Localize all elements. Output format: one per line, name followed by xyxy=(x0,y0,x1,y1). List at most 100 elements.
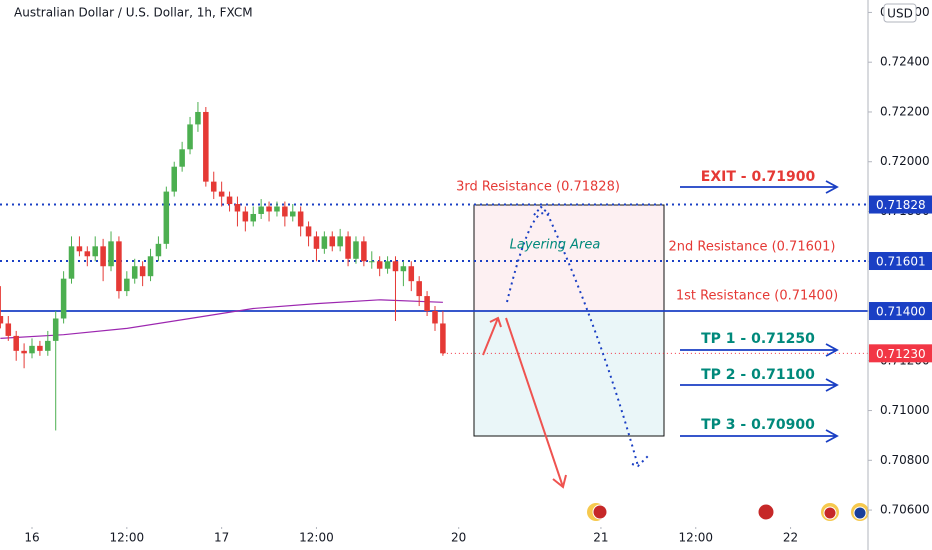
y-tick-label: 0.72400 xyxy=(880,55,930,69)
arrow xyxy=(680,429,839,443)
candle-body xyxy=(274,206,280,212)
candle-body xyxy=(76,246,83,252)
candle-body xyxy=(60,278,67,319)
candle-body xyxy=(337,236,343,247)
candle-body xyxy=(5,323,12,336)
candle-body xyxy=(376,261,383,269)
currency-box xyxy=(883,3,917,23)
x-tick-label: 16 xyxy=(24,531,39,545)
candle-body xyxy=(234,204,241,212)
target-arrows xyxy=(680,180,839,443)
candle-body xyxy=(266,206,272,212)
candle-body xyxy=(400,266,407,272)
candle-body xyxy=(29,345,35,354)
candle-body xyxy=(171,166,177,192)
arrow xyxy=(680,343,839,357)
candle-body xyxy=(100,246,106,267)
y-tick-label: 0.71000 xyxy=(880,403,930,417)
resistance-box xyxy=(473,204,665,312)
exit-label: EXIT - 0.71900 xyxy=(701,169,816,185)
candle-body xyxy=(195,111,201,125)
x-tick-label: 12:00 xyxy=(678,531,713,545)
y-tick-label: 0.70600 xyxy=(880,503,930,517)
price-tag xyxy=(869,195,932,214)
y-tick-label: 0.70800 xyxy=(880,453,930,467)
candle-body xyxy=(124,278,130,292)
arrow xyxy=(680,378,839,392)
price-tag-label: 0.71230 xyxy=(876,347,926,361)
candle-body xyxy=(258,206,264,214)
candle-body xyxy=(289,211,296,217)
candle-body xyxy=(155,243,162,257)
candle-body xyxy=(345,236,351,259)
candle-body xyxy=(92,246,98,257)
candle-body xyxy=(226,196,233,205)
candle-body xyxy=(108,241,114,267)
event-icon xyxy=(853,506,867,520)
price-tag-label: 0.71601 xyxy=(876,255,926,269)
candle-body xyxy=(0,315,4,324)
red-arrow-up xyxy=(482,316,502,356)
x-tick-label: 17 xyxy=(214,531,229,545)
price-tag xyxy=(869,252,932,271)
candle-body xyxy=(416,281,422,297)
candle-body xyxy=(13,335,19,351)
candle-body xyxy=(37,345,43,351)
candle-body xyxy=(313,236,320,249)
x-tick-label: 22 xyxy=(783,531,798,545)
candle-body xyxy=(424,296,430,312)
x-tick-label: 21 xyxy=(593,531,608,545)
candle-body xyxy=(147,256,154,277)
event-icon xyxy=(823,506,837,520)
candle-body xyxy=(432,311,438,324)
candle-body xyxy=(84,251,91,257)
price-tag xyxy=(869,302,932,321)
annotation: 3rd Resistance (0.71828) xyxy=(456,180,620,195)
x-tick-label: 20 xyxy=(451,531,466,545)
candle-body xyxy=(329,236,336,247)
candle-body xyxy=(305,226,312,237)
chart-title: Australian Dollar / U.S. Dollar, 1h, FXC… xyxy=(14,6,253,20)
event-icon xyxy=(757,503,775,521)
candle-body xyxy=(297,211,304,227)
candle-body xyxy=(250,213,257,222)
event-icon xyxy=(592,504,608,520)
candle-body xyxy=(242,211,249,222)
candle-body xyxy=(21,350,27,354)
candle-body xyxy=(408,266,415,282)
annotation: 1st Resistance (0.71400) xyxy=(676,289,838,304)
y-tick-label: 0.72200 xyxy=(880,104,930,118)
candle-body xyxy=(116,241,122,292)
candle-body xyxy=(321,236,328,249)
arrow xyxy=(680,180,839,194)
candle-body xyxy=(45,340,51,351)
candle-body xyxy=(440,323,446,354)
price-tag xyxy=(869,344,932,363)
tp-label: TP 2 - 0.71100 xyxy=(701,367,815,383)
currency-label: USD xyxy=(887,7,913,21)
candle-body xyxy=(163,191,170,244)
red-arrow-down xyxy=(505,317,567,489)
candle-body xyxy=(392,261,399,272)
x-tick-label: 12:00 xyxy=(299,531,334,545)
candle-body xyxy=(369,261,375,263)
plot xyxy=(0,102,868,431)
candle-body xyxy=(353,241,359,259)
event-icons xyxy=(587,503,869,521)
candle-body xyxy=(203,111,209,182)
candle-body xyxy=(384,261,391,269)
annotation: Layering Area xyxy=(510,238,601,253)
candle-body xyxy=(218,191,225,197)
y-tick-label: 0.72000 xyxy=(880,154,930,168)
x-tick-label: 12:00 xyxy=(110,531,145,545)
candle-body xyxy=(139,266,146,277)
price-tag-label: 0.71400 xyxy=(876,305,926,319)
candle-body xyxy=(68,246,75,279)
candle-body xyxy=(131,266,138,279)
price-axis: 0.706000.708000.710000.712000.714000.716… xyxy=(24,3,932,545)
tp-label: TP 1 - 0.71250 xyxy=(701,331,815,347)
tp-label: TP 3 - 0.70900 xyxy=(701,417,815,433)
blue-arrow-head xyxy=(533,205,550,216)
moving-average xyxy=(0,299,443,339)
